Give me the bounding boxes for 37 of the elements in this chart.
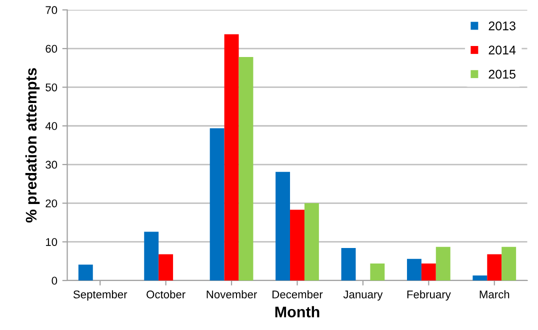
bar bbox=[341, 248, 356, 280]
bar bbox=[436, 246, 450, 280]
x-tick-label: November bbox=[206, 290, 257, 298]
bar bbox=[487, 254, 502, 280]
legend-label: 2014 bbox=[488, 46, 516, 54]
x-tick-label: October bbox=[146, 290, 186, 298]
legend-label: 2015 bbox=[488, 70, 516, 79]
x-tick-label: March bbox=[480, 290, 510, 298]
bar bbox=[210, 128, 224, 280]
bar bbox=[472, 275, 488, 280]
bar bbox=[370, 263, 385, 280]
y-tick-label: 30 bbox=[46, 160, 58, 169]
bar bbox=[276, 172, 290, 280]
bar bbox=[144, 232, 159, 280]
bar bbox=[158, 254, 174, 280]
legend-label: 2013 bbox=[488, 21, 516, 30]
bar bbox=[78, 264, 93, 280]
x-tick-label: February bbox=[407, 290, 451, 301]
bar bbox=[238, 57, 254, 280]
bar bbox=[304, 203, 319, 280]
bar bbox=[290, 210, 304, 280]
bar bbox=[421, 263, 436, 280]
bar bbox=[406, 258, 422, 280]
bar bbox=[224, 34, 239, 280]
y-tick-label: 40 bbox=[45, 122, 58, 130]
y-tick-label: 20 bbox=[46, 199, 58, 208]
y-axis-title: % predation attempts bbox=[25, 68, 40, 222]
bar bbox=[502, 246, 516, 280]
y-tick-label: 0 bbox=[52, 276, 58, 285]
x-tick-label: January bbox=[343, 290, 383, 301]
x-tick-label: December bbox=[272, 290, 323, 298]
x-axis-title: Month bbox=[275, 306, 320, 318]
y-tick-label: 60 bbox=[46, 44, 58, 53]
y-tick-label: 50 bbox=[46, 83, 58, 92]
y-tick-label: 70 bbox=[46, 6, 58, 14]
y-tick-label: 10 bbox=[46, 238, 58, 246]
x-tick-label: September bbox=[73, 290, 128, 301]
